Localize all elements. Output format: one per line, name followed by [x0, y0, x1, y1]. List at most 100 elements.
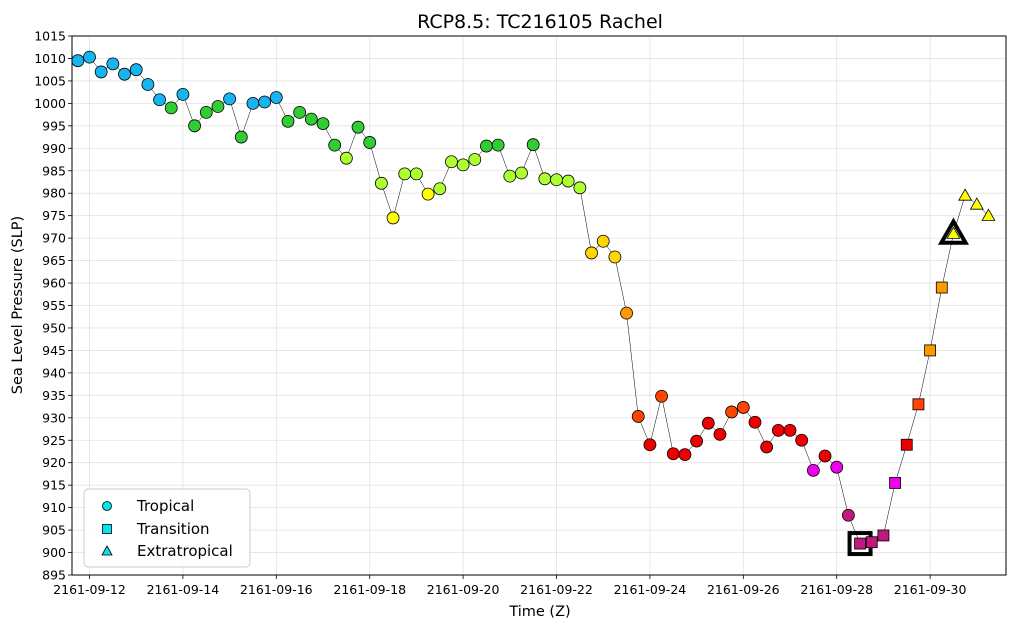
data-point-circle: [363, 136, 377, 149]
data-point-circle: [153, 93, 166, 107]
chart-title: RCP8.5: TC216105 Rachel: [417, 11, 663, 33]
legend-label-extratropical: Extratropical: [137, 542, 233, 560]
data-point-circle: [188, 119, 201, 133]
data-point-circle: [398, 167, 412, 181]
y-tick-label: 920: [42, 455, 66, 470]
data-point-circle: [666, 447, 680, 461]
data-point-circle: [561, 174, 575, 188]
y-tick-label: 975: [42, 208, 66, 223]
data-point-circle: [445, 155, 458, 169]
y-tick-label: 955: [42, 298, 66, 313]
data-point-circle: [293, 105, 307, 119]
data-point-circle: [176, 87, 190, 101]
data-point-circle: [374, 176, 388, 190]
data-point-circle: [550, 173, 563, 187]
legend: Tropical Transition Extratropical: [83, 488, 251, 568]
x-tick-label: 2161-09-24: [614, 582, 687, 597]
data-point-circle: [620, 306, 633, 320]
data-point-circle: [480, 139, 493, 153]
legend-label-tropical: Tropical: [136, 497, 194, 515]
data-point-circle: [771, 423, 785, 437]
y-tick-label: 950: [42, 320, 66, 335]
y-axis-ticks: 895 900 905 910 915 920 925 930 935 940 945 950 955 9…: [34, 29, 72, 583]
y-tick-label: 1010: [34, 51, 66, 66]
data-point-circle: [339, 151, 353, 165]
y-tick-label: 905: [42, 523, 66, 538]
data-point-circle: [783, 423, 797, 437]
x-tick-label: 2161-09-16: [240, 582, 313, 597]
data-point-circle: [736, 401, 750, 414]
data-point-circle: [818, 449, 832, 463]
data-point-square: [935, 281, 948, 294]
y-tick-label: 935: [42, 388, 66, 403]
data-point-circle: [106, 57, 120, 71]
y-tick-label: 970: [42, 231, 66, 246]
data-point-circle: [713, 428, 727, 441]
data-point-circle: [655, 389, 668, 403]
data-point-square: [877, 529, 890, 542]
x-tick-label: 2161-09-26: [707, 582, 780, 597]
data-point-circle: [164, 101, 178, 115]
data-point-circle: [304, 112, 318, 126]
data-point-circle: [351, 120, 365, 134]
data-point-circle: [573, 181, 587, 195]
data-point-circle: [71, 54, 85, 68]
legend-triangle-marker: [101, 545, 113, 556]
data-point-circle: [421, 187, 435, 201]
data-point-circle: [690, 434, 704, 448]
y-tick-label: 985: [42, 163, 66, 178]
data-point-triangle: [958, 188, 973, 201]
data-point-circle: [830, 460, 844, 474]
data-point-triangle: [946, 226, 961, 239]
data-points: [71, 50, 996, 557]
data-point-circle: [678, 448, 692, 462]
y-tick-label: 995: [42, 118, 66, 133]
data-point-circle: [748, 415, 762, 429]
data-point-square: [854, 537, 866, 550]
y-tick-label: 1015: [34, 29, 66, 44]
x-tick-label: 2161-09-18: [333, 582, 406, 597]
y-tick-label: 965: [42, 253, 66, 268]
data-point-circle: [503, 169, 517, 183]
data-point-circle: [269, 91, 283, 104]
legend-box: [83, 488, 251, 568]
y-tick-label: 915: [42, 478, 66, 493]
legend-circle-marker: [102, 501, 112, 511]
data-point-circle: [725, 405, 739, 419]
data-point-circle: [515, 166, 528, 180]
data-point-circle: [118, 67, 131, 81]
data-point-circle: [328, 138, 342, 152]
y-tick-label: 945: [42, 343, 66, 358]
data-point-circle: [410, 167, 423, 181]
data-point-circle: [585, 246, 598, 260]
y-tick-label: 930: [42, 410, 66, 425]
data-point-circle: [246, 96, 260, 110]
y-tick-label: 910: [42, 500, 66, 515]
x-tick-label: 2161-09-14: [147, 582, 220, 597]
data-point-circle: [223, 92, 237, 106]
data-point-circle: [795, 433, 809, 447]
x-tick-label: 2161-09-20: [427, 582, 500, 597]
data-point-circle: [141, 78, 155, 91]
data-point-circle: [316, 117, 330, 130]
data-point-square: [912, 398, 925, 411]
data-point-circle: [526, 138, 540, 152]
data-point-circle: [806, 463, 820, 477]
data-point-circle: [433, 182, 447, 196]
data-point-circle: [258, 95, 272, 109]
data-point-circle: [234, 130, 248, 144]
x-tick-label: 2161-09-12: [53, 582, 126, 597]
x-tick-label: 2161-09-28: [800, 582, 873, 597]
legend-square-marker: [102, 524, 112, 534]
data-point-circle: [760, 440, 774, 454]
data-point-circle: [596, 234, 610, 248]
highlight-ring: [937, 217, 969, 245]
data-point-circle: [701, 416, 715, 430]
y-axis-title: Sea Level Pressure (SLP): [10, 216, 26, 394]
data-point-triangle: [981, 208, 996, 221]
data-point-square: [889, 477, 901, 489]
data-point-circle: [211, 100, 225, 113]
x-tick-label: 2161-09-22: [520, 582, 593, 597]
data-point-circle: [841, 508, 855, 522]
y-tick-label: 925: [42, 433, 66, 448]
